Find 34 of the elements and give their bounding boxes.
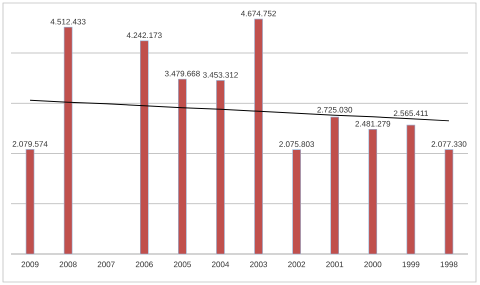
bar: [178, 78, 187, 254]
bar: [64, 26, 72, 254]
x-tick-label: 1999: [402, 262, 420, 268]
data-label: 3.479.668: [164, 70, 200, 76]
bar: [254, 18, 263, 254]
data-label: 4.674.752: [240, 10, 276, 16]
data-label: 2.077.330: [432, 141, 466, 147]
x-tick-label: 2009: [22, 262, 39, 268]
data-label: 2.565.411: [394, 110, 428, 116]
data-label: 2.079.574: [12, 141, 48, 147]
bar: [330, 116, 340, 254]
x-tick-label: 2007: [98, 262, 115, 268]
x-tick-label: 2004: [212, 262, 230, 268]
x-tick-label: 2000: [364, 262, 382, 268]
x-tick-label: 2008: [60, 262, 77, 268]
data-label: 4.512.433: [50, 18, 86, 25]
bar: [216, 80, 225, 254]
data-label: 2.725.030: [317, 106, 352, 113]
data-label: 2.481.279: [355, 120, 390, 127]
x-tick-label: 2006: [136, 262, 153, 268]
data-label: 2.075.803: [279, 141, 314, 147]
bar: [292, 149, 301, 254]
data-label: 3.453.312: [202, 72, 238, 78]
x-tick-label: 2005: [174, 262, 191, 268]
x-tick-label: 2003: [250, 262, 268, 268]
bar: [140, 40, 149, 254]
bar: [406, 124, 416, 254]
x-tick-label: 1998: [440, 262, 458, 268]
bar: [444, 149, 454, 254]
x-tick-label: 2002: [288, 262, 306, 268]
x-tick-label: 2001: [326, 262, 344, 268]
bar: [368, 128, 378, 254]
bar: [26, 149, 34, 254]
data-label: 4.242.173: [126, 32, 162, 38]
